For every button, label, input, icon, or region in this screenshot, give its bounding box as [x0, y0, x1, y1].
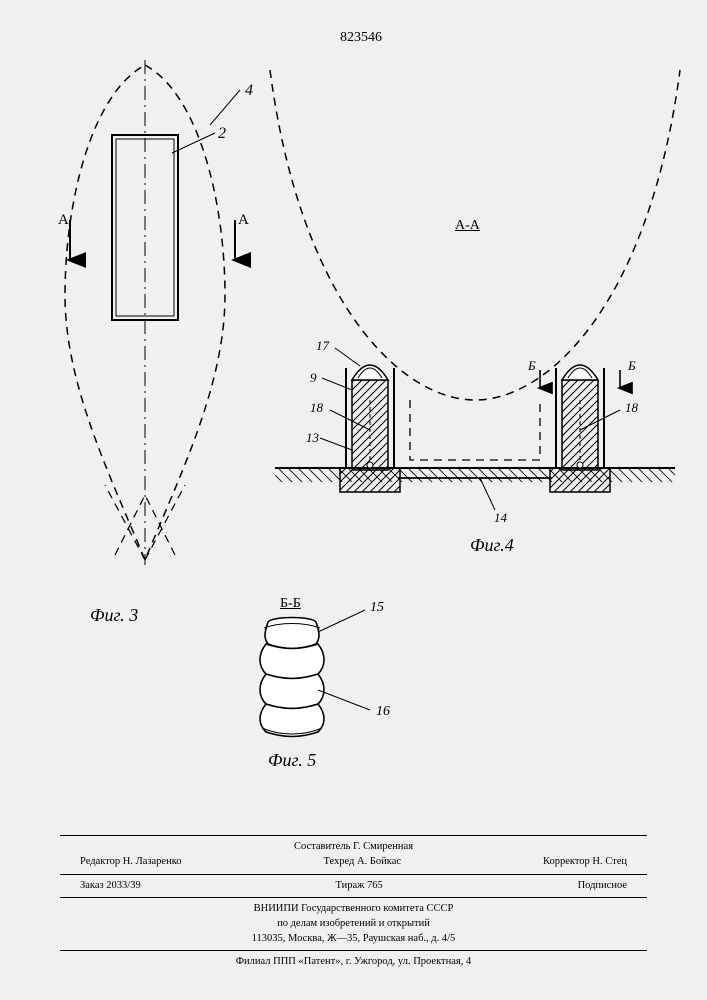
- fig4-aBl: Б: [528, 358, 536, 374]
- right-support: [550, 365, 610, 492]
- fig4-a18l: 18: [310, 400, 323, 416]
- footer-tirage: Тираж 765: [335, 879, 382, 894]
- footer-editor: Редактор Н. Лазаренко: [80, 855, 182, 870]
- footer-addr2: Филиал ППП «Патент», г. Ужгород, ул. Про…: [60, 955, 647, 970]
- fig4-a18r: 18: [625, 400, 638, 416]
- footer-order: Заказ 2033/39: [80, 879, 141, 894]
- fig4-label: Фиг.4: [470, 535, 514, 556]
- footer-compiler: Составитель Г. Смиренная: [60, 840, 647, 855]
- footer-sub: Подписное: [578, 879, 627, 894]
- fig3-A-left: А: [58, 212, 69, 229]
- fig5: [260, 610, 370, 737]
- left-support: [340, 365, 400, 492]
- fig4-a9: 9: [310, 370, 317, 386]
- fig4-aBr: Б: [628, 358, 636, 374]
- footer-corrector: Корректор Н. Стец: [543, 855, 627, 870]
- footer-addr1: 113035, Москва, Ж—35, Раушская наб., д. …: [60, 932, 647, 947]
- fig3-ann-4: 4: [245, 82, 253, 100]
- footer-org1: ВНИИПИ Государственного комитета СССР: [60, 902, 647, 917]
- footer-tech: Техред А. Бойкас: [324, 855, 402, 870]
- fig4-a13: 13: [306, 430, 319, 446]
- footer-org2: по делам изобретений и открытий: [60, 917, 647, 932]
- fig4-a14: 14: [494, 510, 507, 526]
- fig3-label: Фиг. 3: [90, 605, 138, 626]
- fig5-a16: 16: [376, 704, 390, 720]
- hull-arc: [270, 70, 680, 400]
- fig5-a15: 15: [370, 600, 384, 616]
- fig4-section-title: А-А: [455, 218, 480, 234]
- fig5-section-title: Б-Б: [280, 596, 301, 612]
- fig3-A-right: А: [238, 212, 249, 229]
- fig4-a17: 17: [316, 338, 329, 354]
- fig5-label: Фиг. 5: [268, 750, 316, 771]
- footer: Составитель Г. Смиренная Редактор Н. Лаз…: [60, 831, 647, 970]
- fig3-ann-2: 2: [218, 125, 226, 143]
- fig3: [65, 60, 240, 565]
